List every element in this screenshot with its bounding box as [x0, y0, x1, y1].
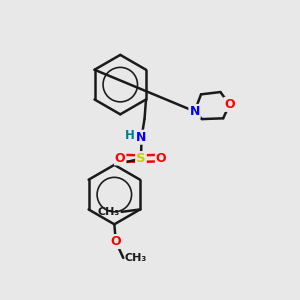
Text: O: O — [110, 235, 121, 248]
Text: O: O — [115, 152, 125, 164]
Text: H: H — [125, 129, 135, 142]
Text: N: N — [189, 105, 200, 118]
Text: CH₃: CH₃ — [125, 253, 147, 263]
Text: CH₃: CH₃ — [98, 207, 120, 217]
Text: S: S — [136, 152, 146, 165]
Text: O: O — [224, 98, 235, 111]
Text: N: N — [136, 131, 147, 144]
Text: O: O — [156, 152, 166, 164]
